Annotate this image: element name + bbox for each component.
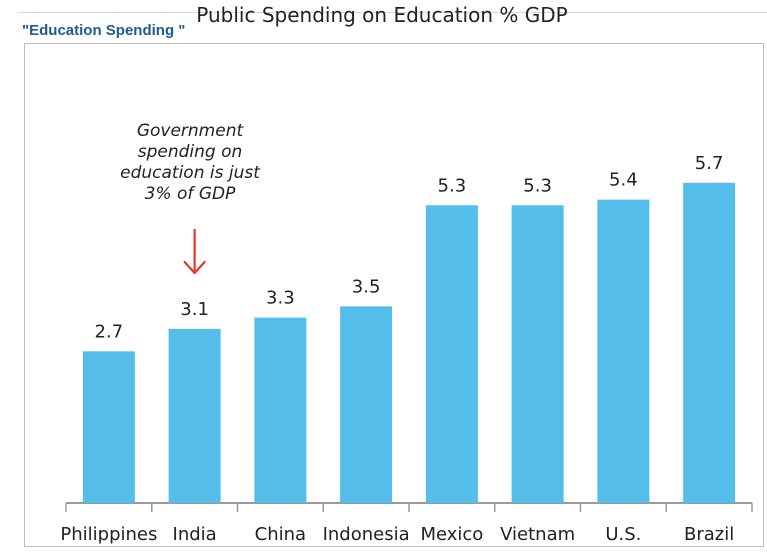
bar	[425, 205, 478, 503]
data-label: 5.3	[438, 175, 467, 196]
bar	[168, 328, 221, 503]
data-label: 5.3	[523, 175, 552, 196]
annotation-arrow-head	[183, 260, 206, 275]
category-label: Brazil	[684, 524, 734, 545]
bar	[683, 182, 736, 503]
annotation-line: 3% of GDP	[144, 184, 236, 204]
annotation-line: spending on	[137, 142, 243, 162]
data-label: 5.7	[695, 153, 724, 174]
data-label: 3.3	[266, 288, 295, 309]
top-divider	[18, 12, 767, 13]
annotation-line: Government	[136, 121, 244, 141]
category-label: Vietnam	[500, 524, 575, 545]
annotation-line: education is just	[120, 163, 260, 183]
data-label: 2.7	[95, 321, 124, 342]
category-label: China	[255, 524, 306, 545]
category-label: Mexico	[420, 524, 483, 545]
chart-title: Public Spending on Education % GDP	[196, 3, 568, 27]
bar	[511, 205, 564, 503]
bar	[82, 351, 135, 503]
category-label: U.S.	[605, 524, 641, 545]
data-label: 5.4	[609, 170, 638, 191]
data-label: 3.5	[352, 276, 381, 297]
bar	[597, 199, 650, 503]
category-label: Philippines	[60, 524, 157, 545]
bar	[254, 317, 307, 503]
section-caption: "Education Spending "	[22, 22, 186, 39]
bar	[340, 306, 393, 503]
category-label: India	[173, 524, 217, 545]
annotation-text: Government spending on education is just…	[110, 121, 270, 205]
category-label: Indonesia	[323, 524, 410, 545]
data-label: 3.1	[180, 299, 209, 320]
